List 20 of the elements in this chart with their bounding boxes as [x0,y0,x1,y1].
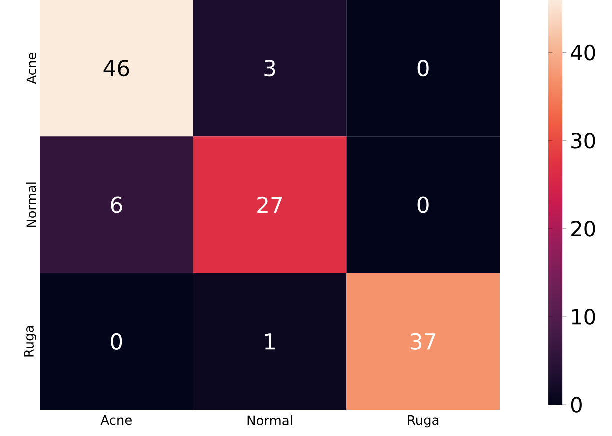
color-bar-label: 20 [572,220,596,237]
x-tick-label: Ruga [408,416,439,428]
y-tick-label: Ruga [24,326,36,357]
color-bar-label: 10 [572,309,596,325]
x-tick-label: Acne [100,416,132,426]
color-bar-label: 30 [572,132,596,149]
data-label: 0 [418,60,429,77]
x-tick-label: Normal [248,416,292,426]
color-bar-label: 0 [571,397,582,413]
data-label: 46 [104,60,130,77]
data-label: 6 [111,196,122,214]
y-tick-label: Acne [26,53,36,84]
data-label: 0 [418,196,429,214]
data-label: 1 [265,334,275,350]
data-label: 27 [258,196,282,214]
data-label: 3 [264,60,276,77]
data-label: 0 [111,333,122,350]
data-label: 37 [411,333,436,350]
color-bar-label: 40 [571,44,596,61]
y-tick-label: Normal [26,182,36,228]
